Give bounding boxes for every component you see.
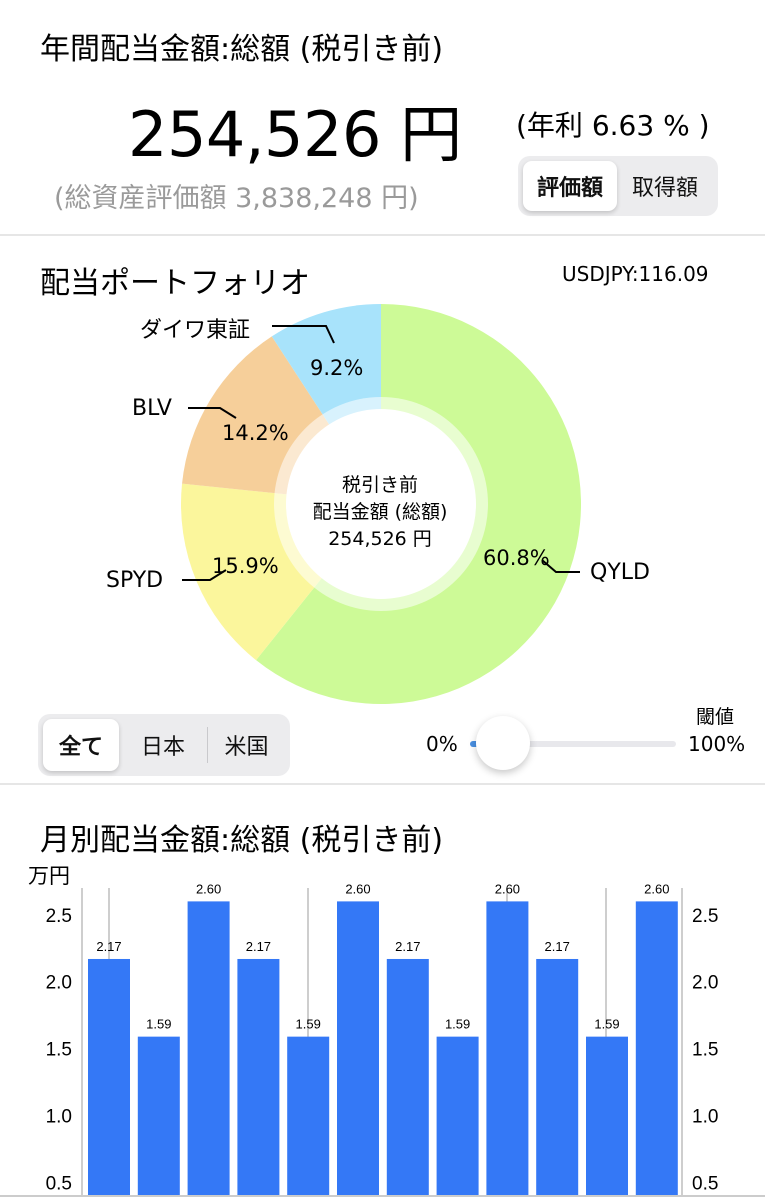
monthly-bar-chart: 0.5 0.5 1.0 1.0 1.5 1.5 2.0 2.0 2.5 2.5 2.17 1.59 2… xyxy=(0,881,765,1197)
slice-pct-qyld: 60.8% xyxy=(483,546,550,570)
slice-pct-blv: 14.2% xyxy=(222,421,289,445)
donut-center-line3: 254,526 円 xyxy=(328,528,432,550)
portfolio-title: 配当ポートフォリオ xyxy=(40,266,310,301)
donut-center-line2: 配当金額 (総額) xyxy=(312,501,448,523)
bar-month-7[interactable] xyxy=(386,958,429,1196)
y-tick-left: 0.5 xyxy=(46,1174,72,1195)
y-tick-right: 2.5 xyxy=(692,906,718,927)
bar-month-9[interactable] xyxy=(486,901,529,1196)
bar-month-6[interactable] xyxy=(337,901,379,1196)
threshold-max: 100% xyxy=(688,732,746,756)
slice-label-daiwa: ダイワ東証 xyxy=(140,318,251,343)
donut-center-line1: 税引き前 xyxy=(341,474,418,496)
y-tick-left: 2.5 xyxy=(46,906,72,927)
y-tick-right: 2.0 xyxy=(692,973,718,994)
filter-all[interactable]: 全て xyxy=(43,719,119,771)
y-tick-left: 2.0 xyxy=(46,973,72,994)
valuation-option-cost[interactable]: 取得額 xyxy=(631,176,698,201)
bar-value-label: 2.17 xyxy=(96,939,121,954)
threshold-slider-fill xyxy=(470,741,480,747)
bar-value-label: 2.60 xyxy=(345,881,370,896)
y-tick-right: 1.5 xyxy=(692,1040,718,1061)
bar-value-label: 2.60 xyxy=(644,881,669,896)
bar-value-label: 2.17 xyxy=(545,939,570,954)
bar-value-label: 2.60 xyxy=(196,881,221,896)
section-divider xyxy=(0,783,765,785)
leader-line-qyld xyxy=(541,559,580,573)
threshold-min: 0% xyxy=(426,732,458,756)
leader-line-daiwa xyxy=(272,325,335,344)
y-tick-left: 1.5 xyxy=(46,1040,72,1061)
bar-month-10[interactable] xyxy=(536,958,579,1196)
bar-value-label: 1.59 xyxy=(594,1017,619,1032)
bar-value-label: 2.60 xyxy=(495,881,520,896)
monthly-title: 月別配当金額:総額 (税引き前) xyxy=(40,823,444,858)
y-axis-unit: 万円 xyxy=(28,864,70,888)
slice-label-blv: BLV xyxy=(132,396,172,421)
bar-month-5[interactable] xyxy=(287,1036,330,1196)
bar-month-3[interactable] xyxy=(187,901,230,1196)
bar-month-4[interactable] xyxy=(237,958,280,1196)
threshold-label: 閾値 xyxy=(696,706,735,728)
y-tick-left: 1.0 xyxy=(46,1107,72,1128)
threshold-slider-thumb[interactable] xyxy=(476,716,530,770)
slice-pct-daiwa: 9.2% xyxy=(310,356,364,380)
filter-us[interactable]: 米国 xyxy=(224,735,269,760)
bar-value-label: 1.59 xyxy=(296,1017,321,1032)
leader-lines xyxy=(182,325,580,581)
section-divider xyxy=(0,234,765,236)
leader-line-spyd xyxy=(182,569,227,581)
annual-dividend-title: 年間配当金額:総額 (税引き前) xyxy=(40,32,444,67)
annual-dividend-amount: 254,526 円 xyxy=(128,98,462,171)
valuation-toggle: 評価額 取得額 xyxy=(518,156,718,216)
annual-yield: (年利 6.63 % ) xyxy=(516,109,710,142)
filter-japan[interactable]: 日本 xyxy=(140,735,185,760)
bar-value-label: 2.17 xyxy=(395,939,420,954)
valuation-option-market[interactable]: 評価額 xyxy=(523,161,617,211)
threshold-slider-track[interactable] xyxy=(470,741,676,747)
bar-month-1[interactable] xyxy=(88,958,130,1196)
market-filter: 全て 日本 米国 xyxy=(38,714,290,776)
donut-hole xyxy=(286,409,476,599)
bar-month-12[interactable] xyxy=(635,901,678,1196)
bar-value-label: 1.59 xyxy=(445,1017,470,1032)
slice-label-qyld: QYLD xyxy=(590,560,650,585)
portfolio-donut-chart xyxy=(180,304,581,704)
leader-line-blv xyxy=(188,407,237,419)
filter-separator xyxy=(207,727,208,763)
y-tick-right: 0.5 xyxy=(692,1174,718,1195)
y-tick-right: 1.0 xyxy=(692,1107,718,1128)
bar-month-2[interactable] xyxy=(137,1036,180,1196)
bar-month-8[interactable] xyxy=(436,1036,479,1196)
fx-rate: USDJPY:116.09 xyxy=(562,262,709,286)
total-asset-value: (総資産評価額 3,838,248 円) xyxy=(54,183,419,214)
slice-pct-spyd: 15.9% xyxy=(212,554,279,578)
bar-month-11[interactable] xyxy=(586,1036,628,1196)
slice-label-spyd: SPYD xyxy=(106,568,164,593)
bar-value-label: 1.59 xyxy=(146,1017,171,1032)
bar-value-label: 2.17 xyxy=(246,939,271,954)
